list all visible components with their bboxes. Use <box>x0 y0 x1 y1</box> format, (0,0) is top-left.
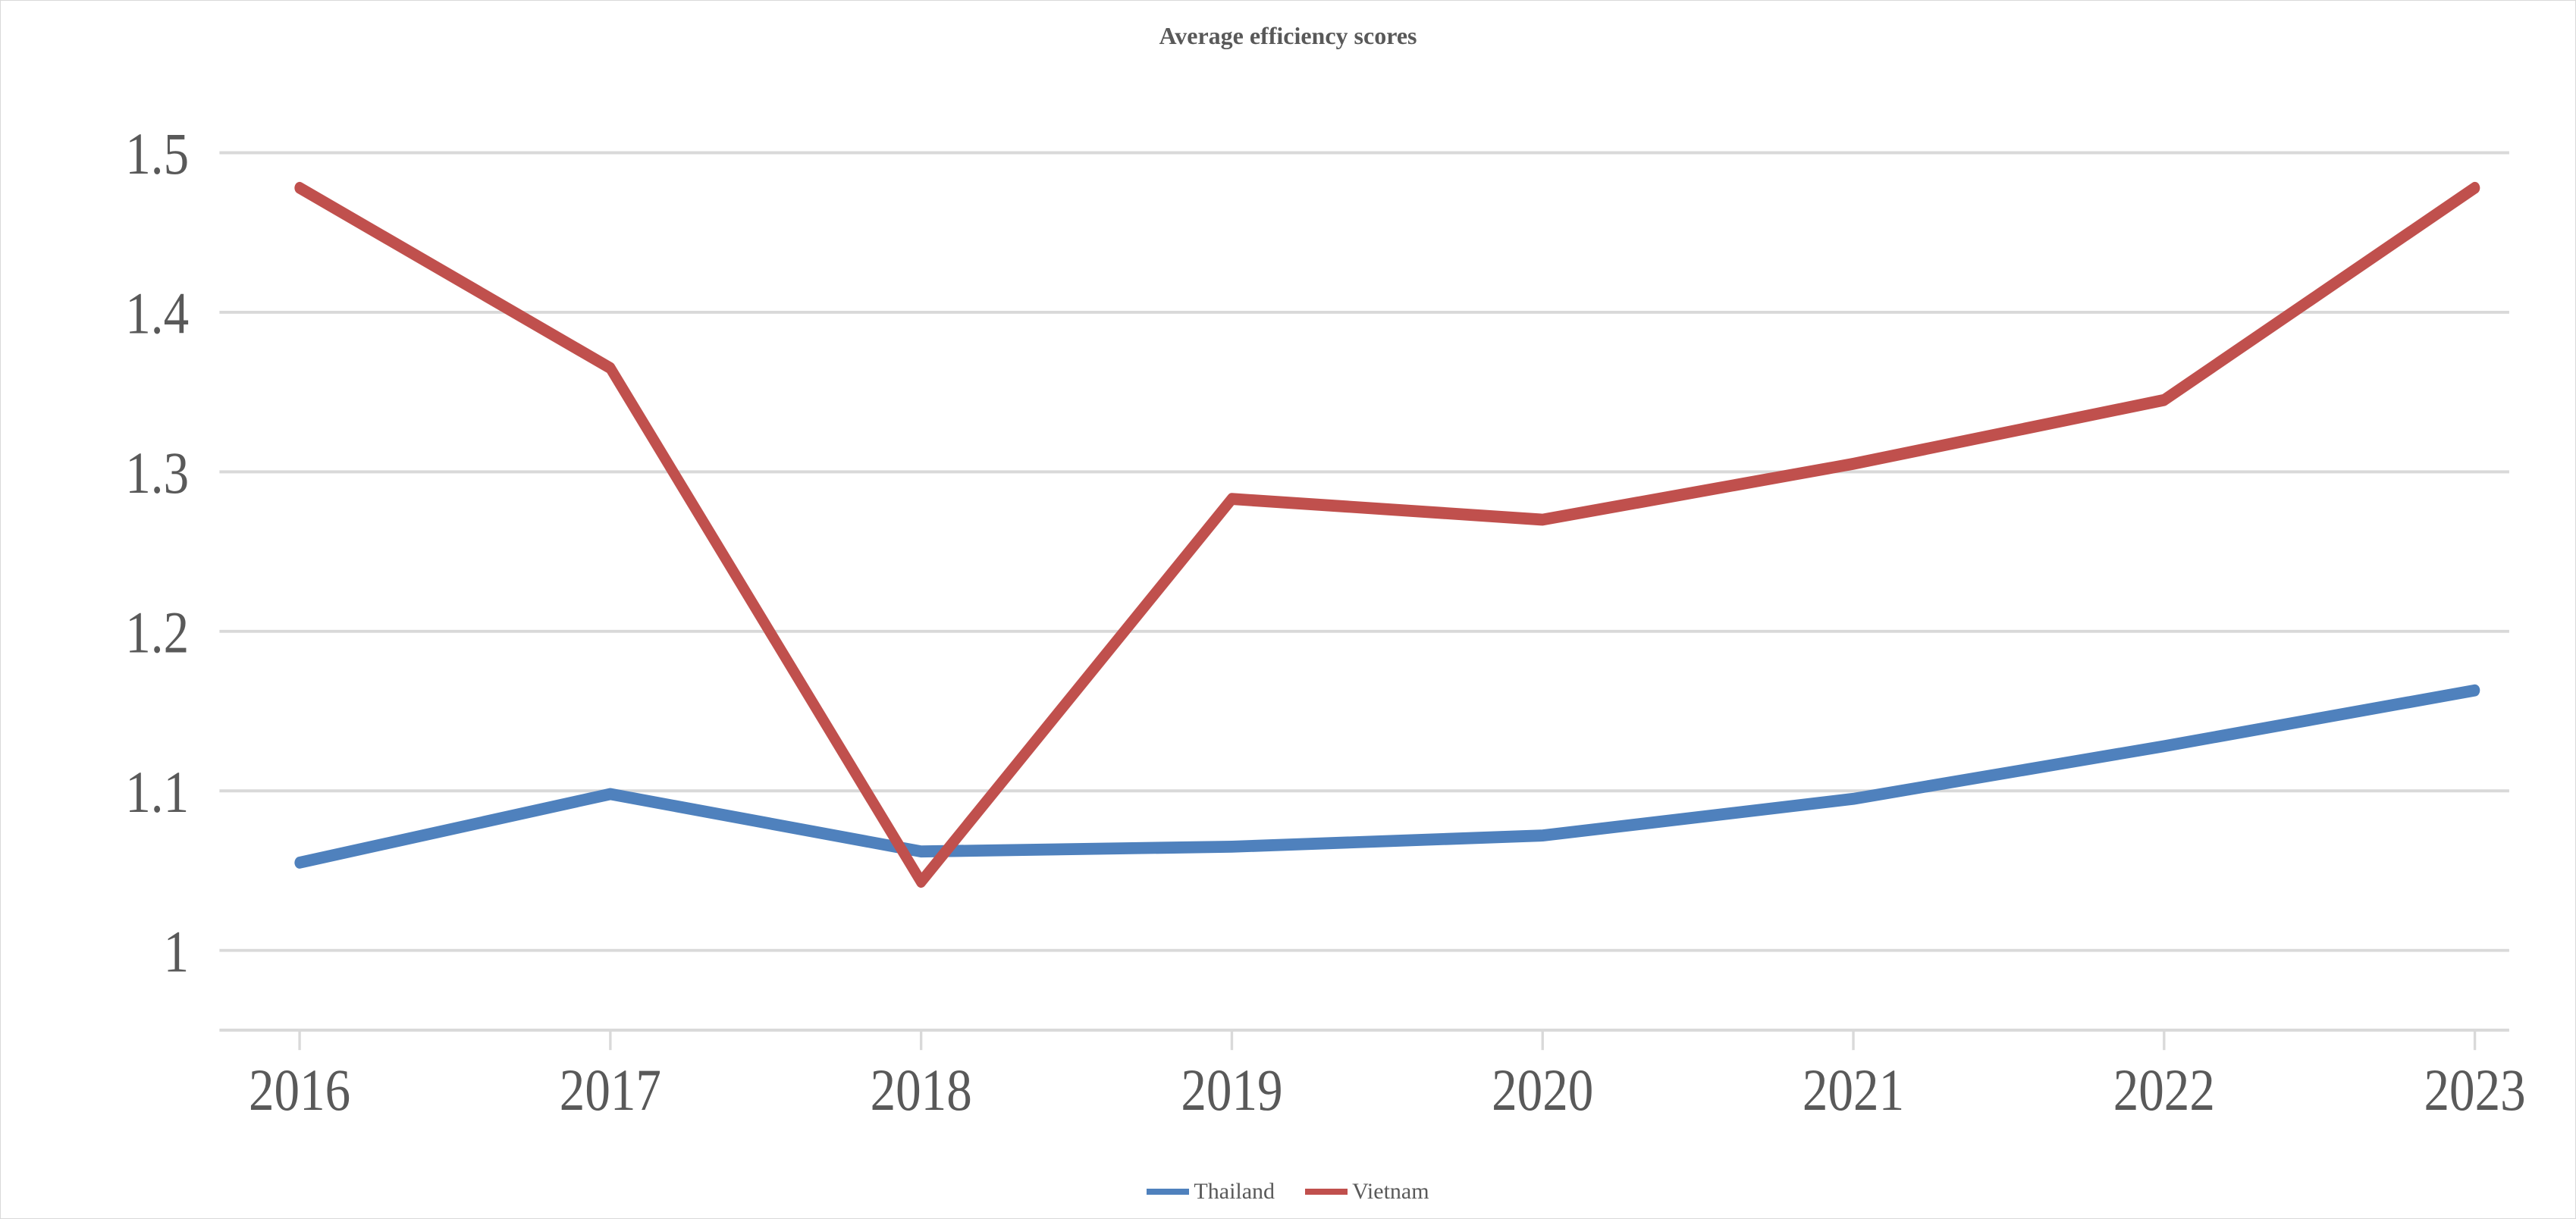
x-tick-label: 2023 <box>2424 1057 2526 1123</box>
legend-item-vietnam: Vietnam <box>1305 1179 1429 1205</box>
y-tick-label: 1.1 <box>125 759 189 825</box>
legend-swatch <box>1147 1189 1189 1195</box>
y-tick-label: 1.4 <box>125 280 189 346</box>
y-tick-label: 1.5 <box>125 121 189 186</box>
series-line-thailand <box>300 691 2475 863</box>
series-line-vietnam <box>300 188 2475 882</box>
chart-container: Average efficiency scores 20162017201820… <box>0 0 2576 1219</box>
chart-svg: 2016 2017 2018 2019 2020 2021 2022 2023 1 1.1 1.2 1… <box>16 53 2560 1170</box>
x-tick-label: 2022 <box>2113 1057 2215 1123</box>
legend: Thailand Vietnam <box>16 1170 2560 1211</box>
x-tick-label: 2018 <box>871 1057 972 1123</box>
y-tick-label: 1 <box>164 918 190 984</box>
y-tick-label: 1.2 <box>125 599 189 665</box>
x-tick-label: 2021 <box>1803 1057 1904 1123</box>
plot-area: 2016 2017 2018 2019 2020 2021 2022 2023 1 1.1 1.2 1… <box>16 53 2560 1170</box>
legend-label: Thailand <box>1194 1179 1275 1205</box>
legend-item-thailand: Thailand <box>1147 1179 1275 1205</box>
x-tick-label: 2016 <box>249 1057 350 1123</box>
chart-title: Average efficiency scores <box>16 22 2560 50</box>
x-tick-label: 2020 <box>1492 1057 1593 1123</box>
legend-label: Vietnam <box>1352 1179 1429 1205</box>
legend-swatch <box>1305 1189 1348 1195</box>
y-tick-label: 1.3 <box>125 440 189 506</box>
x-tick-label: 2019 <box>1181 1057 1282 1123</box>
x-tick-label: 2017 <box>560 1057 661 1123</box>
